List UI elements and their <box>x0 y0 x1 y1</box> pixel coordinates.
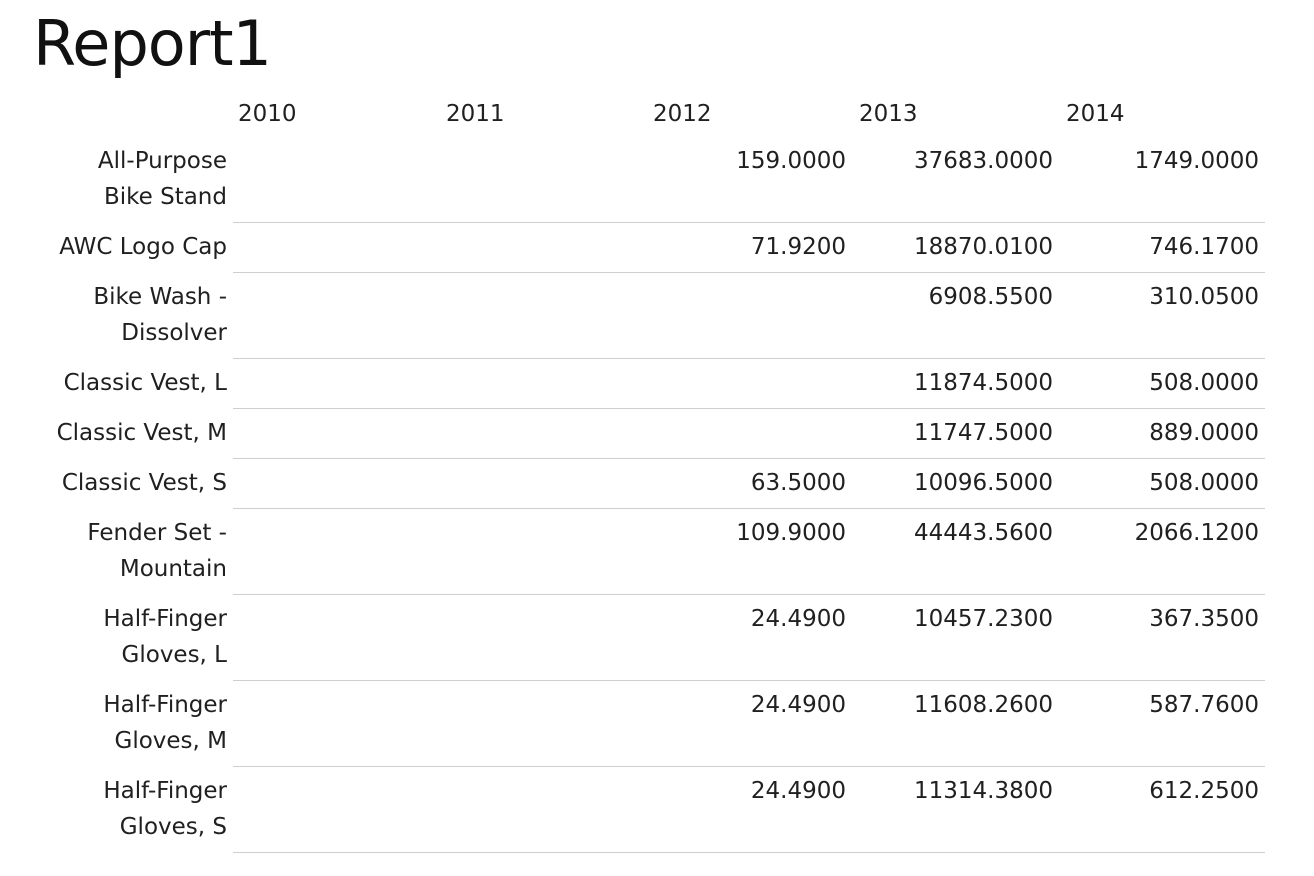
row-label: Classic Vest, L <box>63 370 227 396</box>
cell-2012: 24.4900 <box>750 692 846 718</box>
cell-2014: 2066.1200 <box>1134 520 1259 546</box>
row-label: Half-Finger Gloves, S <box>103 778 227 840</box>
row-label: Half-Finger Gloves, L <box>103 606 227 668</box>
cell-2014: 508.0000 <box>1149 370 1259 396</box>
cell-2014: 367.3500 <box>1149 606 1259 632</box>
cell-2012: 109.9000 <box>736 520 846 546</box>
report-title: Report1 <box>33 7 272 80</box>
cell-2013: 6908.5500 <box>928 284 1053 310</box>
row-label: Half-Finger Gloves, M <box>103 692 227 754</box>
row-divider <box>233 272 1265 273</box>
row-label: Fender Set - Mountain <box>87 520 227 582</box>
cell-2014: 1749.0000 <box>1134 148 1259 174</box>
row-divider <box>233 358 1265 359</box>
cell-2013: 11874.5000 <box>913 370 1053 396</box>
row-label: Bike Wash - Dissolver <box>93 284 227 346</box>
cell-2014: 746.1700 <box>1149 234 1259 260</box>
row-label: AWC Logo Cap <box>59 234 227 260</box>
column-header-2012: 2012 <box>653 101 712 127</box>
row-divider <box>233 766 1265 767</box>
cell-2013: 18870.0100 <box>913 234 1053 260</box>
cell-2013: 37683.0000 <box>913 148 1053 174</box>
cell-2014: 612.2500 <box>1149 778 1259 804</box>
row-divider <box>233 594 1265 595</box>
row-divider <box>233 458 1265 459</box>
column-header-2013: 2013 <box>859 101 918 127</box>
cell-2012: 24.4900 <box>750 606 846 632</box>
cell-2014: 310.0500 <box>1149 284 1259 310</box>
cell-2013: 11747.5000 <box>913 420 1053 446</box>
row-label: Classic Vest, M <box>56 420 227 446</box>
cell-2012: 159.0000 <box>736 148 846 174</box>
cell-2012: 71.9200 <box>750 234 846 260</box>
row-divider <box>233 222 1265 223</box>
column-header-2010: 2010 <box>238 101 297 127</box>
row-divider <box>233 508 1265 509</box>
column-header-2011: 2011 <box>446 101 505 127</box>
cell-2014: 587.7600 <box>1149 692 1259 718</box>
row-divider <box>233 408 1265 409</box>
cell-2013: 10096.5000 <box>913 470 1053 496</box>
cell-2013: 10457.2300 <box>913 606 1053 632</box>
cell-2014: 889.0000 <box>1149 420 1259 446</box>
cell-2013: 11314.3800 <box>913 778 1053 804</box>
cell-2012: 24.4900 <box>750 778 846 804</box>
row-label: All-Purpose Bike Stand <box>97 148 227 210</box>
cell-2014: 508.0000 <box>1149 470 1259 496</box>
cell-2012: 63.5000 <box>750 470 846 496</box>
cell-2013: 11608.2600 <box>913 692 1053 718</box>
cell-2013: 44443.5600 <box>913 520 1053 546</box>
row-divider <box>233 680 1265 681</box>
row-label: Classic Vest, S <box>61 470 227 496</box>
column-header-2014: 2014 <box>1066 101 1125 127</box>
row-divider <box>233 852 1265 853</box>
